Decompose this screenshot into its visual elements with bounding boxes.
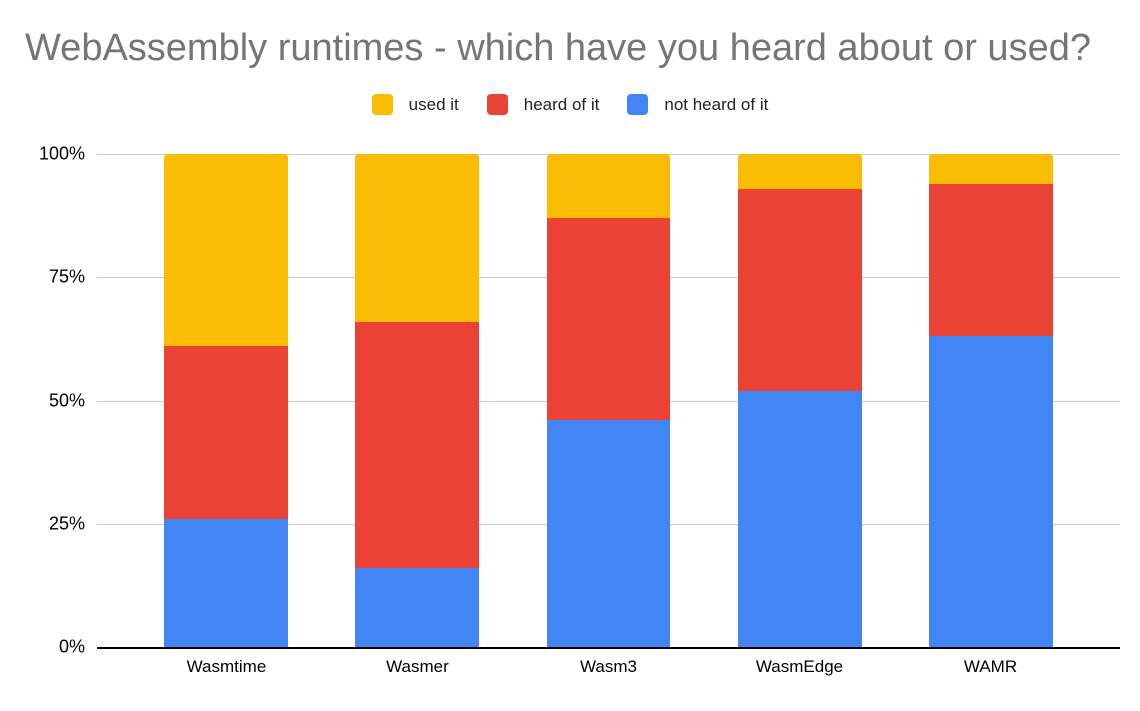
bar-wamr[interactable]: [928, 154, 1053, 647]
legend-label-heard-of-it: heard of it: [523, 94, 600, 114]
x-tick-label-wamr: WAMR: [963, 657, 1018, 676]
y-axis: 0% 25% 50% 75% 100%: [0, 144, 85, 657]
x-tick-label-wasmtime: Wasmtime: [186, 657, 267, 676]
bar-wasmedge[interactable]: [737, 154, 862, 647]
bar-wasmtime[interactable]: [164, 154, 289, 647]
segment-wasmedge-heard-of-it[interactable]: [737, 188, 862, 391]
segment-wasmedge-used-it[interactable]: [737, 154, 862, 189]
x-axis: Wasmtime Wasmer Wasm3 WasmEdge WAMR: [97, 653, 1120, 683]
legend-label-used-it: used it: [408, 94, 459, 114]
bar-wasm3[interactable]: [546, 154, 671, 647]
segment-wasm3-used-it[interactable]: [546, 154, 671, 219]
legend: used it heard of it not heard of it: [0, 94, 1140, 115]
legend-item-not-heard-of-it[interactable]: not heard of it: [627, 94, 768, 115]
legend-item-used-it[interactable]: used it: [371, 94, 459, 115]
legend-swatch-used-it-icon: [371, 94, 393, 115]
y-tick-label-75: 75%: [48, 266, 85, 287]
y-tick-label-0: 0%: [58, 636, 85, 657]
segment-wamr-heard-of-it[interactable]: [928, 183, 1053, 337]
legend-label-not-heard-of-it: not heard of it: [664, 94, 769, 114]
segment-wasmedge-not-heard-of-it[interactable]: [737, 390, 862, 647]
legend-swatch-heard-of-it-icon: [486, 94, 508, 115]
x-tick-label-wasmer: Wasmer: [386, 657, 449, 676]
x-tick-label-wasm3: Wasm3: [579, 657, 637, 676]
segment-wamr-used-it[interactable]: [928, 154, 1053, 184]
segment-wasmtime-not-heard-of-it[interactable]: [164, 518, 289, 647]
segment-wasm3-heard-of-it[interactable]: [546, 218, 671, 421]
y-tick-label-100: 100%: [38, 143, 85, 164]
segment-wamr-not-heard-of-it[interactable]: [928, 336, 1053, 647]
segment-wasmer-not-heard-of-it[interactable]: [355, 568, 480, 647]
chart-title: WebAssembly runtimes - which have you he…: [25, 27, 1091, 69]
x-tick-label-wasmedge: WasmEdge: [755, 657, 844, 676]
segment-wasmer-heard-of-it[interactable]: [355, 321, 480, 569]
bars: [97, 154, 1120, 647]
legend-item-heard-of-it[interactable]: heard of it: [486, 94, 600, 115]
segment-wasmer-used-it[interactable]: [355, 154, 480, 322]
bar-wasmer[interactable]: [355, 154, 480, 647]
segment-wasmtime-used-it[interactable]: [164, 154, 289, 347]
y-tick-label-25: 25%: [48, 513, 85, 534]
segment-wasmtime-heard-of-it[interactable]: [164, 346, 289, 519]
y-tick-label-50: 50%: [48, 390, 85, 410]
legend-swatch-not-heard-of-it-icon: [627, 94, 649, 115]
segment-wasm3-not-heard-of-it[interactable]: [546, 420, 671, 647]
plot-area: [97, 154, 1120, 649]
